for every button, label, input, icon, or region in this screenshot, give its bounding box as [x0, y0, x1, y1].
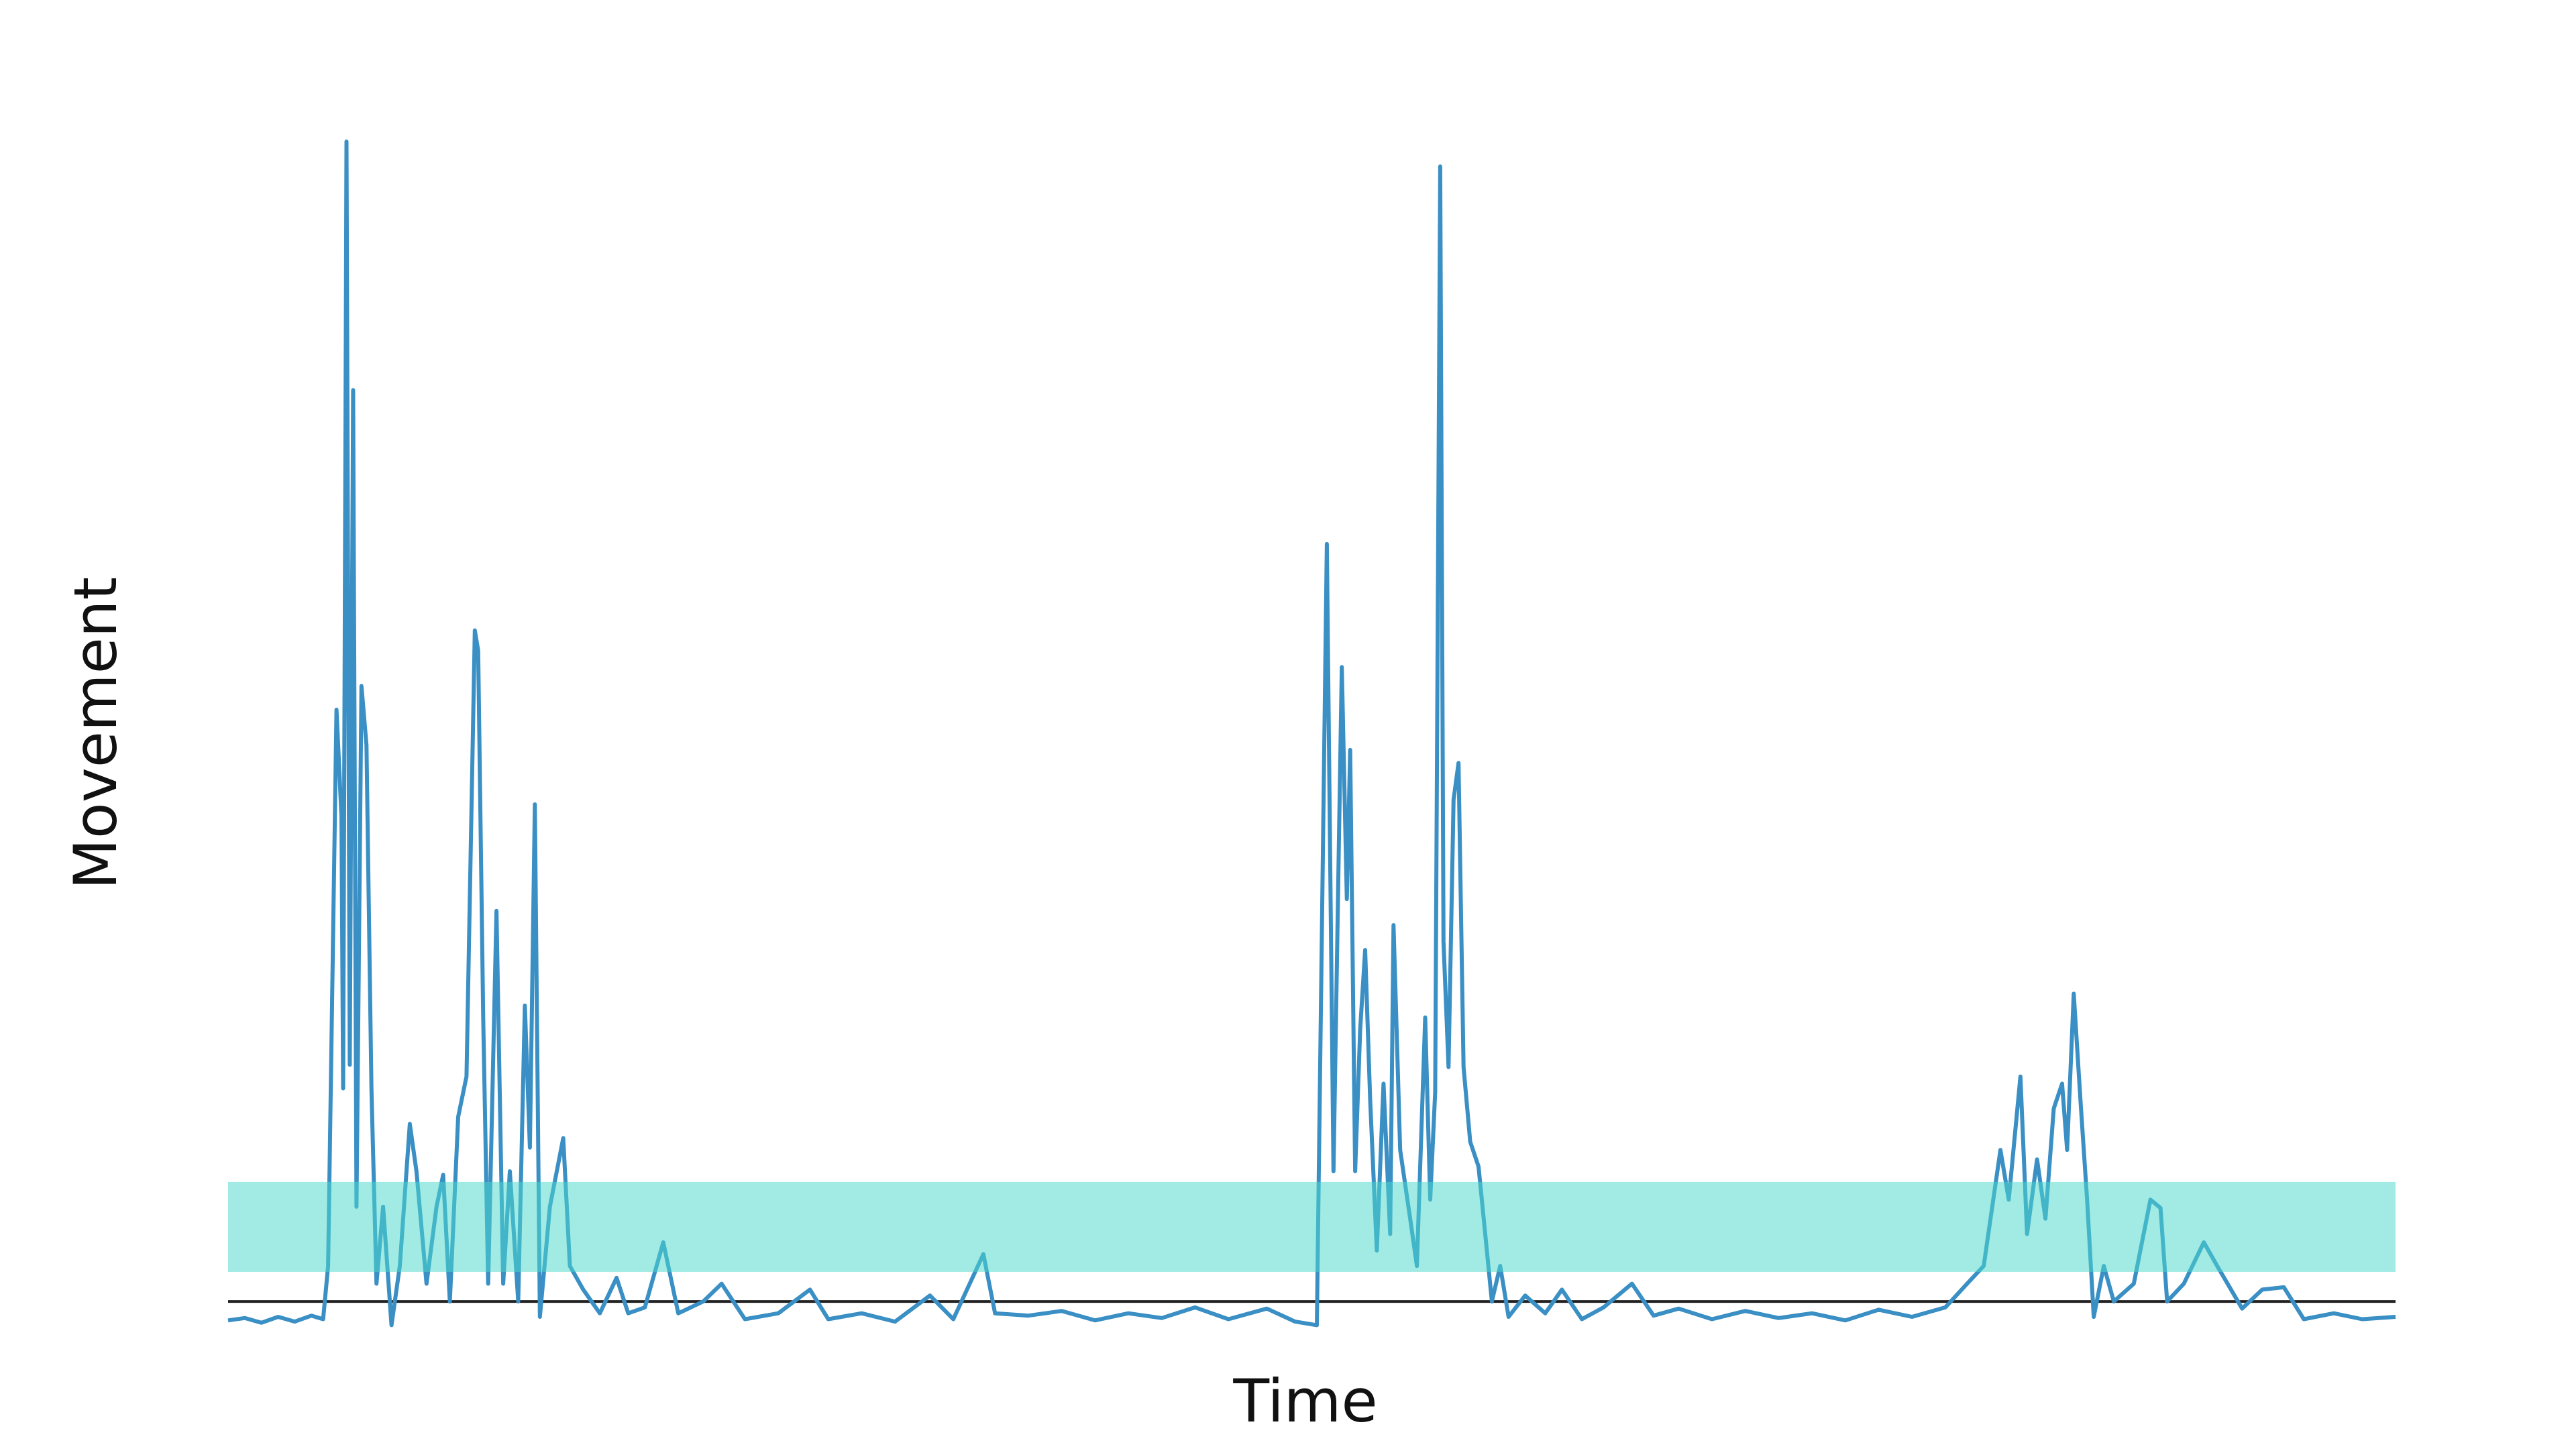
range-band: [228, 1181, 2396, 1272]
movement-line: [227, 140, 2396, 1328]
y-axis-label: Movement: [61, 577, 130, 890]
x-axis-label: Time: [1232, 1366, 1377, 1436]
